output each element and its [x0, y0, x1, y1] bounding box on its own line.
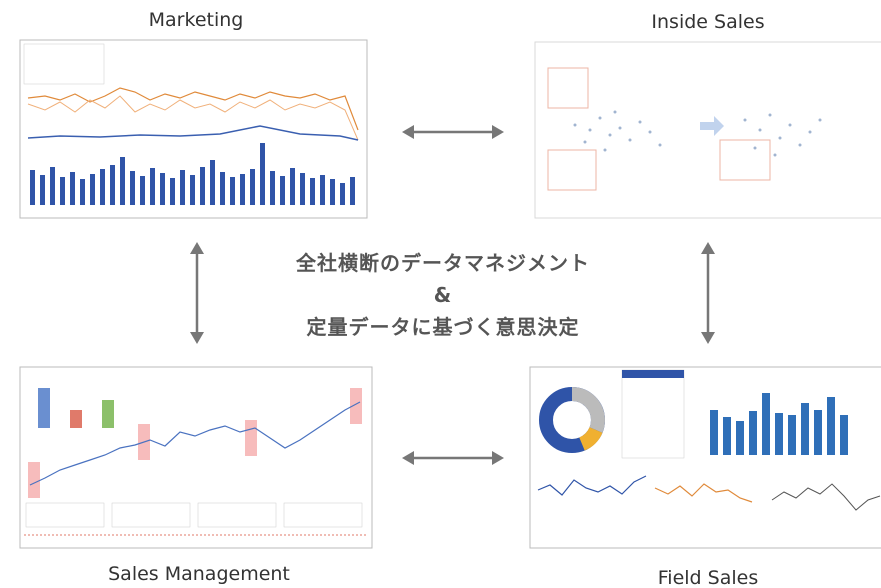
- center-text: 全社横断のデータマネジメント: [295, 251, 590, 275]
- line: [771, 483, 881, 511]
- arrow: [402, 125, 504, 139]
- highlight: [350, 388, 362, 424]
- arrow-icon: [700, 116, 724, 136]
- table-header: [622, 370, 684, 378]
- info-box: [283, 502, 363, 528]
- highlight-box: [719, 139, 771, 181]
- node-label: Marketing: [149, 9, 244, 31]
- highlight-box: [547, 149, 597, 191]
- table: [621, 369, 685, 459]
- node-label: Inside Sales: [651, 11, 764, 33]
- node-label: Field Sales: [658, 567, 758, 588]
- donut-segment: [578, 426, 603, 451]
- info-box: [111, 502, 191, 528]
- arrow: [402, 451, 504, 465]
- center-text: &: [434, 283, 452, 307]
- line: [27, 125, 359, 141]
- highlight-box: [547, 67, 589, 109]
- highlight: [245, 420, 257, 456]
- note-box: [23, 43, 105, 85]
- bars: [30, 143, 355, 205]
- line: [537, 475, 647, 496]
- bar: [38, 388, 50, 428]
- line: [27, 87, 359, 131]
- donut-segment: [571, 387, 605, 433]
- scatter-dots: [573, 110, 822, 157]
- arrow: [701, 242, 715, 344]
- highlight: [28, 462, 40, 498]
- center-text: 定量データに基づく意思決定: [307, 315, 580, 339]
- field-sales-thumbnail: [529, 366, 881, 549]
- inside-sales-thumbnail: [534, 41, 881, 219]
- bars: [710, 393, 848, 455]
- line: [29, 401, 361, 486]
- marketing-thumbnail: [19, 39, 368, 219]
- info-box: [25, 502, 105, 528]
- bar: [70, 410, 82, 428]
- bar: [102, 400, 114, 428]
- node-label: Sales Management: [108, 563, 290, 585]
- info-box: [197, 502, 277, 528]
- sales-management-thumbnail: [19, 366, 373, 549]
- line: [654, 483, 753, 503]
- line: [27, 95, 359, 141]
- arrow: [190, 242, 204, 344]
